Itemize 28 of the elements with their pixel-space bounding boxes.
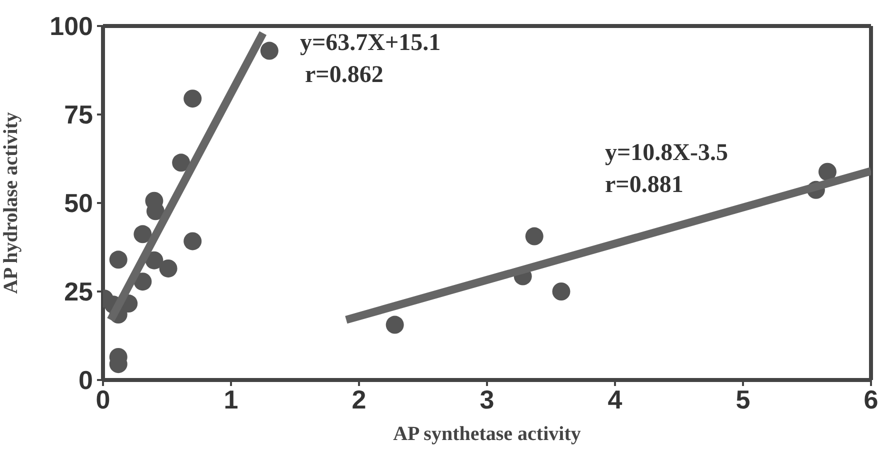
annotation: y=10.8X-3.5	[605, 140, 728, 167]
point	[386, 316, 404, 334]
x-tick-label: 6	[864, 384, 878, 414]
point	[184, 232, 202, 250]
annotation: r=0.862	[305, 62, 384, 89]
x-tick-label: 1	[224, 384, 238, 414]
point	[818, 162, 836, 181]
y-tick-label: 75	[64, 100, 93, 130]
x-tick-label: 3	[480, 384, 494, 414]
point	[109, 250, 128, 269]
point	[172, 154, 190, 172]
annotation: r=0.881	[605, 172, 684, 199]
annotation: y=63.7X+15.1	[300, 30, 441, 57]
point	[159, 259, 178, 278]
y-tick-label: 0	[78, 365, 93, 396]
point	[134, 225, 152, 244]
point	[525, 227, 544, 246]
y-tick-label: 100	[50, 11, 93, 42]
point	[552, 282, 570, 300]
x-tick-label: 4	[608, 384, 623, 414]
x-tick-label: 2	[352, 384, 366, 414]
y-axis-title: AP hydrolase activity	[0, 112, 22, 294]
point	[184, 90, 202, 108]
x-axis-title: AP synthetase activity	[393, 423, 581, 445]
y-tick-label: 25	[64, 276, 93, 307]
point	[260, 42, 278, 60]
y-tick-label: 50	[64, 188, 93, 218]
x-tick-label: 5	[736, 384, 750, 414]
